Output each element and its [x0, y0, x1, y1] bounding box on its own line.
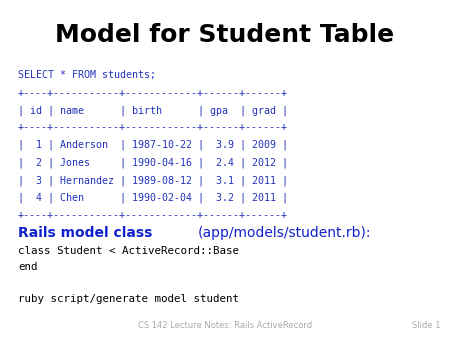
Text: end: end — [18, 262, 37, 272]
Text: +----+-----------+------------+------+------+: +----+-----------+------------+------+--… — [18, 88, 288, 97]
Text: CS 142 Lecture Notes: Rails ActiveRecord: CS 142 Lecture Notes: Rails ActiveRecord — [138, 321, 312, 330]
Text: Rails model class: Rails model class — [18, 226, 157, 240]
Text: | id | name      | birth      | gpa  | grad |: | id | name | birth | gpa | grad | — [18, 105, 288, 116]
Text: |  1 | Anderson  | 1987-10-22 |  3.9 | 2009 |: | 1 | Anderson | 1987-10-22 | 3.9 | 2009… — [18, 140, 288, 150]
Text: Model for Student Table: Model for Student Table — [55, 23, 395, 47]
Text: (app/models/student.rb):: (app/models/student.rb): — [198, 226, 371, 240]
Text: |  3 | Hernandez | 1989-08-12 |  3.1 | 2011 |: | 3 | Hernandez | 1989-08-12 | 3.1 | 201… — [18, 175, 288, 186]
Text: |  2 | Jones     | 1990-04-16 |  2.4 | 2012 |: | 2 | Jones | 1990-04-16 | 2.4 | 2012 | — [18, 158, 288, 168]
Text: class Student < ActiveRecord::Base: class Student < ActiveRecord::Base — [18, 246, 239, 256]
Text: +----+-----------+------------+------+------+: +----+-----------+------------+------+--… — [18, 210, 288, 220]
Text: +----+-----------+------------+------+------+: +----+-----------+------------+------+--… — [18, 122, 288, 132]
Text: SELECT * FROM students;: SELECT * FROM students; — [18, 70, 156, 80]
Text: Slide 1: Slide 1 — [411, 321, 440, 330]
Text: |  4 | Chen      | 1990-02-04 |  3.2 | 2011 |: | 4 | Chen | 1990-02-04 | 3.2 | 2011 | — [18, 193, 288, 203]
Text: ruby script/generate model student: ruby script/generate model student — [18, 294, 239, 304]
